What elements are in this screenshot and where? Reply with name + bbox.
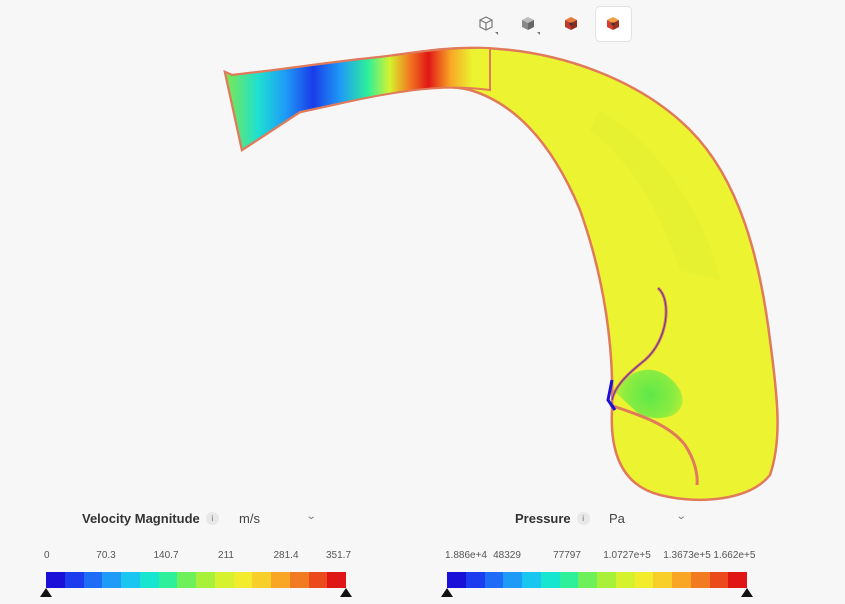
view-surface-button[interactable] — [553, 7, 589, 41]
info-icon[interactable]: i — [576, 512, 590, 525]
cube-colored-icon — [564, 17, 577, 30]
pressure-unit-value: Pa — [609, 510, 625, 526]
velocity-color-segment — [64, 572, 84, 588]
pressure-color-segment — [634, 572, 654, 588]
pressure-tick-label: 77797 — [553, 550, 581, 561]
pressure-tick-label: 1.662e+5 — [713, 550, 756, 561]
chevron-down-icon: ⌄ — [675, 511, 687, 522]
velocity-color-segment — [158, 572, 178, 588]
duct-inlet — [223, 46, 491, 152]
valve-leaflet-lower — [609, 403, 699, 486]
velocity-legend-title-text: Velocity Magnitude — [82, 511, 200, 526]
velocity-color-segment — [289, 572, 309, 588]
velocity-tick-label: 140.7 — [153, 550, 179, 561]
velocity-color-bar — [46, 572, 346, 588]
chevron-down-icon: ⌄ — [305, 511, 317, 522]
view-toolbar — [468, 6, 638, 42]
duct-shade — [590, 110, 720, 280]
velocity-legend-title: Velocity Magnitude i — [82, 511, 219, 526]
velocity-tick-label: 211 — [218, 550, 234, 561]
pressure-color-segment — [728, 572, 747, 588]
velocity-color-segment — [102, 572, 121, 588]
velocity-max-handle[interactable] — [340, 588, 352, 597]
pressure-min-handle[interactable] — [441, 588, 453, 597]
pressure-color-segment — [503, 572, 522, 588]
velocity-color-segment — [139, 572, 159, 588]
velocity-color-segment — [83, 572, 103, 588]
velocity-color-segment — [177, 572, 196, 588]
velocity-min-handle[interactable] — [40, 588, 52, 597]
pressure-color-segment — [709, 572, 729, 588]
pressure-max-handle[interactable] — [741, 588, 753, 597]
pressure-color-segment — [578, 572, 597, 588]
velocity-tick-label: 281.4 — [273, 550, 299, 561]
valve-leaflet-upper-inner — [611, 287, 667, 401]
cube-solid-icon — [522, 17, 535, 30]
pressure-color-segment — [597, 572, 616, 588]
velocity-unit-value: m/s — [239, 510, 260, 526]
velocity-color-segment — [233, 572, 253, 588]
view-results-button[interactable] — [595, 7, 631, 41]
cube-colored-icon — [607, 17, 620, 30]
velocity-tick-label: 70.3 — [96, 550, 116, 561]
pressure-tick-labels: 1.886e+4 48329 77797 1.0727e+5 1.3673e+5 1.66… — [445, 550, 755, 564]
velocity-tick-labels: 0 70.3 140.7 211 281.4 351.7 — [44, 550, 351, 564]
pressure-color-segment — [465, 572, 485, 588]
pressure-color-segment — [522, 572, 541, 588]
velocity-unit-select[interactable]: m/s ⌄ — [239, 506, 317, 530]
pressure-tick-label: 1.886e+4 — [445, 550, 487, 561]
velocity-color-segment — [196, 572, 215, 588]
cube-outline-icon — [479, 16, 493, 31]
pressure-tick-label: 1.0727e+5 — [603, 550, 651, 561]
velocity-color-segment — [121, 572, 140, 588]
pressure-color-segment — [672, 572, 691, 588]
duct-body — [223, 46, 779, 502]
velocity-tick-label: 351.7 — [325, 550, 352, 561]
valve-tip — [606, 379, 617, 411]
pressure-color-segment — [447, 572, 466, 588]
velocity-color-segment — [46, 572, 65, 588]
velocity-color-segment — [327, 572, 346, 588]
valve-pocket — [615, 369, 683, 419]
pressure-color-segment — [540, 572, 560, 588]
pressure-color-segment — [653, 572, 672, 588]
info-icon[interactable]: i — [205, 512, 219, 525]
velocity-color-segment — [271, 572, 290, 588]
view-wireframe-button[interactable] — [468, 7, 504, 41]
velocity-color-segment — [214, 572, 234, 588]
pressure-color-bar — [447, 572, 747, 588]
pressure-color-scale: 1.886e+4 48329 77797 1.0727e+5 1.3673e+5 1.66… — [441, 550, 755, 604]
view-solid-button[interactable] — [511, 7, 547, 41]
pressure-color-segment — [690, 572, 710, 588]
pressure-color-segment — [559, 572, 579, 588]
velocity-color-segment — [308, 572, 328, 588]
pressure-legend-title-text: Pressure — [515, 511, 571, 526]
pressure-legend-title: Pressure i — [515, 511, 590, 526]
pressure-unit-select[interactable]: Pa ⌄ — [609, 506, 687, 530]
velocity-tick-label: 0 — [44, 550, 50, 561]
pressure-color-segment — [615, 572, 635, 588]
velocity-color-segment — [252, 572, 271, 588]
pressure-tick-label: 48329 — [493, 550, 521, 561]
velocity-color-scale: 0 70.3 140.7 211 281.4 351.7 — [40, 550, 352, 604]
pressure-tick-label: 1.3673e+5 — [663, 550, 711, 561]
pressure-color-segment — [484, 572, 504, 588]
